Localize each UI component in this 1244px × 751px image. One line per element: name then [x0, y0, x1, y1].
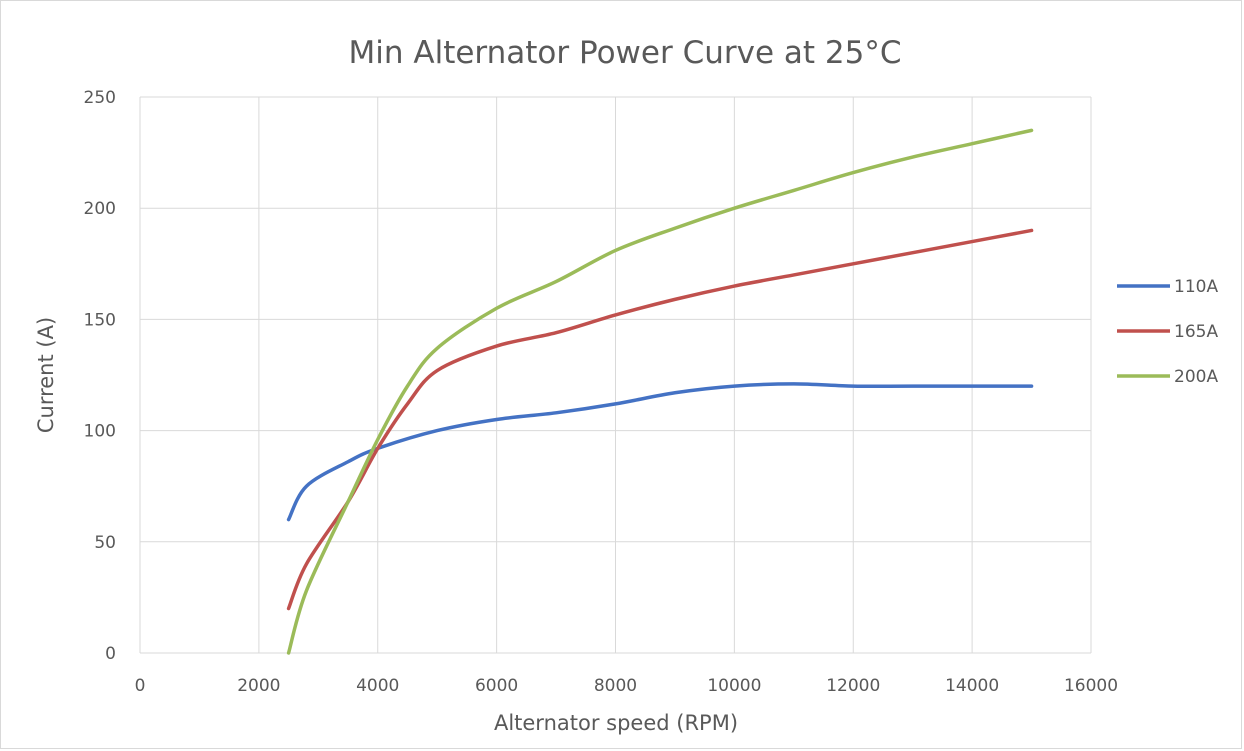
y-tick-label: 250 — [84, 88, 116, 108]
x-tick-label: 4000 — [356, 676, 399, 696]
y-tick-label: 150 — [84, 310, 116, 330]
legend-label-200A: 200A — [1174, 367, 1218, 387]
y-tick-label: 100 — [84, 422, 116, 442]
legend-label-110A: 110A — [1174, 277, 1218, 297]
y-axis-title: Current (A) — [34, 317, 58, 433]
series-line-165A — [286, 228, 1034, 611]
x-tick-label: 10000 — [707, 676, 761, 696]
y-tick-label: 0 — [105, 644, 116, 664]
legend-label-165A: 165A — [1174, 322, 1218, 342]
y-tick-label: 200 — [84, 199, 116, 219]
x-axis-ticks: 0 2000 4000 6000 8000 10000 12000 14000 16000 — [135, 676, 1118, 696]
x-tick-label: 8000 — [594, 676, 637, 696]
legend: 110A 165A 200A — [1117, 277, 1218, 387]
x-axis-title: Alternator speed (RPM) — [494, 711, 738, 735]
chart-title: Min Alternator Power Curve at 25°C — [349, 35, 902, 71]
x-tick-label: 6000 — [475, 676, 518, 696]
y-tick-label: 50 — [94, 533, 116, 553]
x-tick-label: 0 — [135, 676, 146, 696]
y-axis-ticks: 0 50 100 150 200 250 — [84, 88, 116, 664]
grid-lines — [139, 96, 1092, 654]
series-line-110A — [286, 382, 1034, 522]
series-line-200A — [286, 128, 1034, 655]
x-tick-label: 14000 — [945, 676, 999, 696]
series-lines — [286, 128, 1034, 655]
x-tick-label: 16000 — [1064, 676, 1118, 696]
x-tick-label: 2000 — [237, 676, 280, 696]
x-tick-label: 12000 — [826, 676, 880, 696]
